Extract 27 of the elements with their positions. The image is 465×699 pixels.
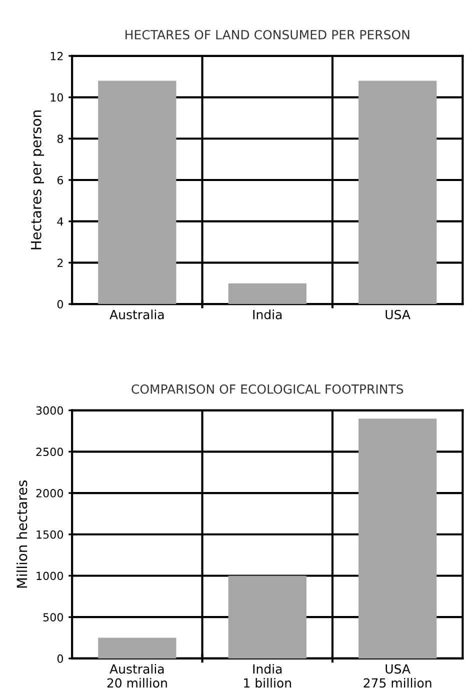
y-tick-label: 10 xyxy=(50,93,64,102)
x-tick-label: Australia xyxy=(110,310,164,320)
x-tick-label: Australia 20 million xyxy=(107,664,167,688)
y-axis-title: Million hectares xyxy=(16,480,28,588)
y-tick-label: 0 xyxy=(57,300,64,308)
y-tick-label: 8 xyxy=(57,134,63,144)
y-axis-title: Hectares per person xyxy=(31,110,44,250)
y-tick-label: 1500 xyxy=(36,530,64,539)
bar xyxy=(228,576,306,658)
x-tick-label: USA xyxy=(386,310,410,320)
x-tick-label: USA 275 million xyxy=(364,664,432,688)
y-tick-label: 0 xyxy=(57,654,64,663)
y-tick-label: 6 xyxy=(57,176,64,184)
x-tick-label: India 1 billion xyxy=(244,664,291,688)
y-tick-label: 2 xyxy=(57,258,63,267)
y-tick-label: 2000 xyxy=(36,489,64,498)
y-tick-label: 3000 xyxy=(36,406,64,415)
y-tick-label: 1000 xyxy=(36,572,64,580)
bar xyxy=(358,418,437,658)
chart-title: HECTARES OF LAND CONSUMED PER PERSON xyxy=(126,30,410,40)
y-tick-label: 500 xyxy=(43,613,64,622)
x-tick-label: India xyxy=(253,310,282,320)
y-tick-label: 4 xyxy=(57,217,64,226)
bar xyxy=(98,638,176,658)
y-tick-label: 2500 xyxy=(36,448,64,456)
y-tick-label: 12 xyxy=(50,52,63,60)
chart-title: COMPARISON OF ECOLOGICAL FOOTPRINTS xyxy=(132,384,404,394)
